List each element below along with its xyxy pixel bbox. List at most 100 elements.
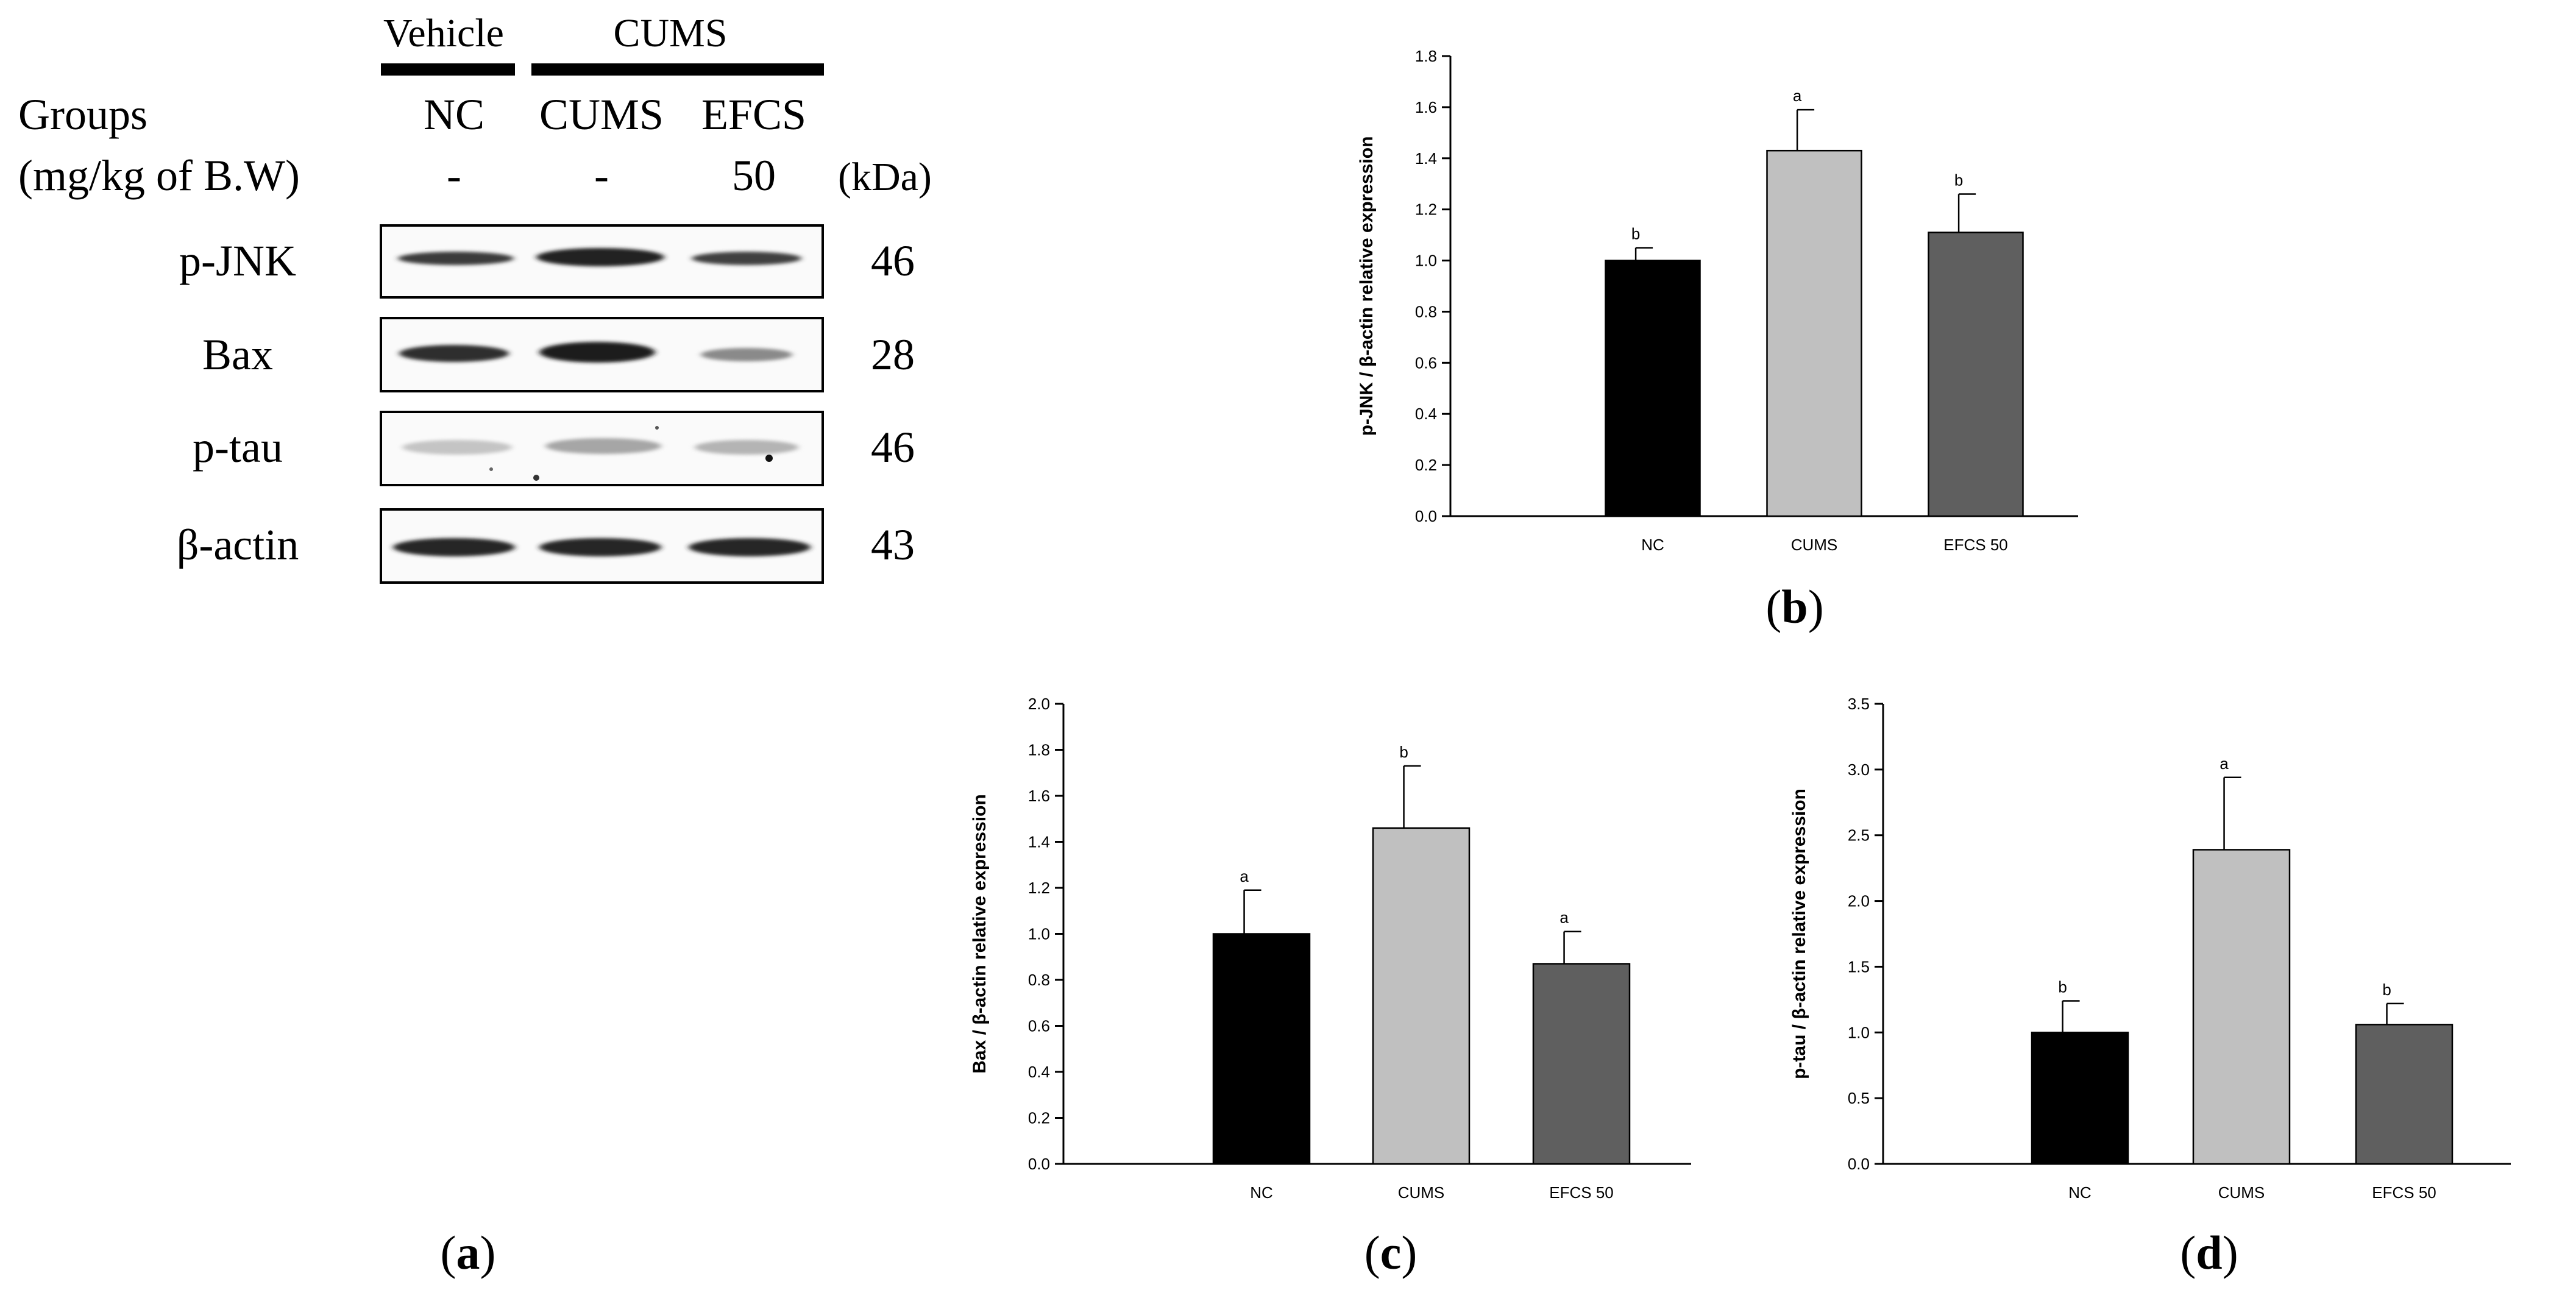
y-tick-label: 0.8 (1415, 302, 1437, 321)
significance-letter: a (1793, 87, 1802, 105)
blot-speck (765, 455, 773, 462)
chart-b: 0.0 0.2 0.4 0.6 0.8 1.0 1.2 1.4 1.6 1.8 p-JNK / β-… (1357, 47, 2078, 554)
y-tick-label: 2.0 (1848, 892, 1870, 910)
y-tick-label: 0.0 (1848, 1155, 1870, 1173)
cums-group-bar (531, 63, 824, 76)
y-axis-label: p-JNK / β-actin relative expression (1357, 136, 1377, 436)
kda-value: 46 (871, 236, 915, 285)
y-tick-label: 1.0 (1028, 925, 1050, 943)
x-tick-label: EFCS 50 (1549, 1183, 1614, 1202)
vehicle-label: Vehicle (383, 11, 504, 55)
blot-row-actin: β-actin 43 (177, 508, 915, 584)
band (692, 252, 801, 265)
y-tick-label: 1.2 (1415, 200, 1437, 219)
protein-label: β-actin (177, 520, 299, 569)
bar (2031, 1032, 2129, 1165)
vehicle-bar (381, 63, 515, 76)
y-tick-label: 0.4 (1028, 1063, 1050, 1081)
bar (1605, 260, 1701, 517)
y-tick-label: 0.2 (1028, 1109, 1050, 1127)
significance-letter: b (1631, 225, 1640, 243)
significance-letter: b (1954, 171, 1963, 190)
protein-label: Bax (202, 330, 273, 379)
x-tick-label: NC (1250, 1183, 1273, 1202)
x-tick-label: CUMS (1398, 1183, 1445, 1202)
bar (1372, 827, 1471, 1165)
chart-c: 0.0 0.2 0.4 0.6 0.8 1.0 1.2 1.4 1.6 1.8 2.0 Bax / β… (970, 695, 1691, 1202)
dose-label: (mg/kg of B.W) (18, 151, 300, 200)
y-tick-label: 0.0 (1028, 1155, 1050, 1173)
panel-caption-c: (c) (1364, 1226, 1418, 1279)
y-tick-label: 1.2 (1028, 879, 1050, 897)
y-tick-label: 1.0 (1415, 252, 1437, 270)
lane-dose: 50 (732, 151, 776, 200)
bar (1532, 963, 1631, 1165)
y-tick-label: 3.0 (1848, 760, 1870, 779)
panel-caption-a: (a) (441, 1226, 496, 1279)
band (545, 438, 661, 454)
y-tick-label: 2.0 (1028, 695, 1050, 713)
blot-speck (489, 467, 493, 471)
bar (1928, 232, 2024, 517)
chart-d: 0.0 0.5 1.0 1.5 2.0 2.5 3.0 3.5 p-tau / β-actin … (1789, 695, 2511, 1202)
x-tick-label: NC (1641, 536, 1664, 554)
y-axis-label: p-tau / β-actin relative expression (1789, 789, 1809, 1079)
significance-letter: b (2382, 980, 2391, 999)
y-tick-label: 0.4 (1415, 405, 1437, 423)
y-tick-label: 1.5 (1848, 957, 1870, 976)
x-tick-label: EFCS 50 (1943, 536, 2008, 554)
band (536, 248, 664, 266)
significance-letter: b (2058, 978, 2067, 996)
y-tick-label: 0.2 (1415, 456, 1437, 474)
lane-dose: - (447, 151, 461, 200)
protein-label: p-JNK (179, 236, 296, 285)
lane-name: CUMS (539, 90, 664, 139)
y-tick-label: 0.6 (1028, 1017, 1050, 1035)
y-tick-label: 1.8 (1028, 741, 1050, 759)
band (393, 538, 515, 556)
y-tick-label: 0.5 (1848, 1089, 1870, 1107)
y-tick-label: 0.6 (1415, 353, 1437, 372)
y-tick-label: 2.5 (1848, 826, 1870, 845)
blot-row-ptau: p-tau 46 (193, 411, 915, 486)
kda-value: 43 (871, 520, 915, 569)
band (398, 252, 514, 265)
panel-caption-b: (b) (1765, 580, 1823, 633)
kda-value: 28 (871, 330, 915, 379)
lane-dose: - (594, 151, 609, 200)
bar (2192, 849, 2291, 1165)
y-tick-label: 3.5 (1848, 695, 1870, 713)
y-tick-label: 1.8 (1415, 47, 1437, 65)
bar (1766, 149, 1862, 517)
y-axis-label: Bax / β-actin relative expression (970, 794, 990, 1074)
x-tick-label: NC (2068, 1183, 2092, 1202)
kda-value: 46 (871, 423, 915, 472)
cums-group-label: CUMS (613, 11, 727, 55)
y-tick-label: 0.0 (1415, 507, 1437, 525)
groups-label: Groups (18, 90, 147, 139)
significance-letter: a (1559, 909, 1569, 927)
x-tick-label: EFCS 50 (2372, 1183, 2436, 1202)
band (689, 538, 811, 556)
x-tick-label: CUMS (1791, 536, 1838, 554)
significance-letter: b (1399, 743, 1408, 761)
band (402, 440, 512, 455)
x-tick-label: CUMS (2218, 1183, 2265, 1202)
band (695, 440, 798, 455)
significance-letter: a (2219, 754, 2229, 773)
protein-label: p-tau (193, 423, 283, 472)
y-tick-label: 0.8 (1028, 971, 1050, 989)
y-tick-label: 1.0 (1848, 1023, 1870, 1041)
y-tick-label: 1.4 (1028, 833, 1050, 851)
panel-caption-d: (d) (2180, 1226, 2238, 1279)
blot-speck (655, 426, 659, 430)
y-tick-label: 1.6 (1415, 98, 1437, 116)
blot-row-bax: Bax 28 (202, 317, 915, 392)
lane-name: NC (424, 90, 484, 139)
band (399, 345, 509, 362)
blot-speck (533, 475, 539, 481)
kda-label: (kDa) (838, 155, 932, 199)
band (701, 348, 792, 361)
blot-row-pjnk: p-JNK 46 (179, 224, 915, 299)
